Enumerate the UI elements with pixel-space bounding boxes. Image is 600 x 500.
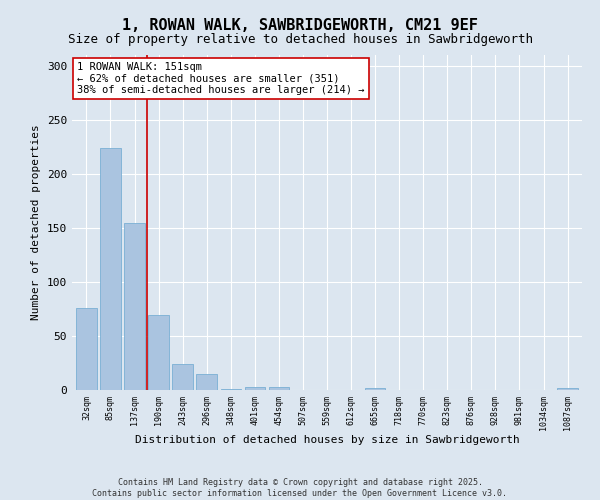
Bar bbox=[172, 364, 193, 390]
X-axis label: Distribution of detached houses by size in Sawbridgeworth: Distribution of detached houses by size … bbox=[134, 436, 520, 446]
Bar bbox=[76, 308, 97, 390]
Bar bbox=[100, 148, 121, 390]
Bar bbox=[245, 387, 265, 390]
Y-axis label: Number of detached properties: Number of detached properties bbox=[31, 124, 41, 320]
Bar bbox=[365, 388, 385, 390]
Bar bbox=[124, 222, 145, 390]
Bar bbox=[557, 388, 578, 390]
Text: 1, ROWAN WALK, SAWBRIDGEWORTH, CM21 9EF: 1, ROWAN WALK, SAWBRIDGEWORTH, CM21 9EF bbox=[122, 18, 478, 32]
Bar bbox=[196, 374, 217, 390]
Text: Contains HM Land Registry data © Crown copyright and database right 2025.
Contai: Contains HM Land Registry data © Crown c… bbox=[92, 478, 508, 498]
Bar bbox=[148, 316, 169, 390]
Text: Size of property relative to detached houses in Sawbridgeworth: Size of property relative to detached ho… bbox=[67, 32, 533, 46]
Bar bbox=[221, 389, 241, 390]
Bar bbox=[269, 387, 289, 390]
Text: 1 ROWAN WALK: 151sqm
← 62% of detached houses are smaller (351)
38% of semi-deta: 1 ROWAN WALK: 151sqm ← 62% of detached h… bbox=[77, 62, 365, 95]
